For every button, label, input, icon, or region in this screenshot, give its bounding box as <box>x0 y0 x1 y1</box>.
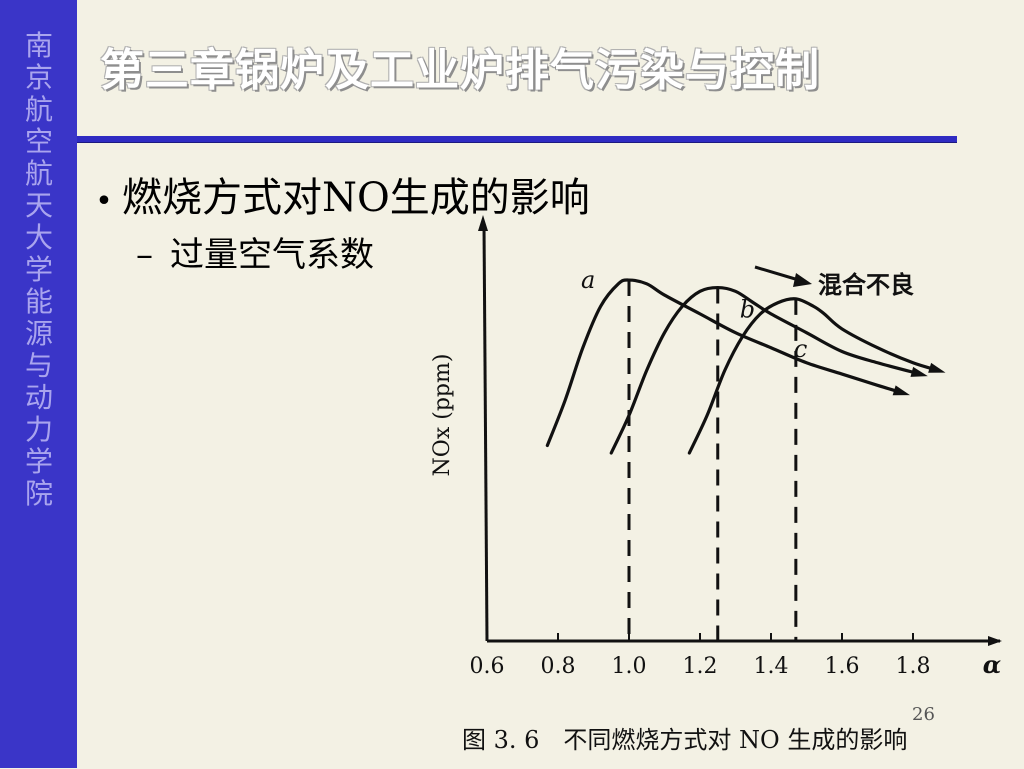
x-tick-label: 0.8 <box>541 654 576 679</box>
x-tick-label: 1.4 <box>754 654 789 679</box>
sidebar-institution-text: 南京航空航天大学能源与动力学院 <box>24 29 53 510</box>
x-tick-label: 1.8 <box>896 654 931 679</box>
y-axis-line <box>482 224 489 642</box>
nox-chart: 0.6 0.8 1.0 1.2 1.4 1.6 1.8 α NOx (ppm) a b c 混合不良 <box>420 205 1020 765</box>
bullet-item: • 燃烧方式对NO生成的影响 <box>86 165 590 223</box>
series-label-b: b <box>740 296 755 324</box>
series-line-b <box>609 285 922 455</box>
sub-bullet-dash: – <box>136 235 153 275</box>
series-line-a <box>545 278 904 448</box>
sub-bullet-text: 过量空气系数 <box>170 235 374 275</box>
annotation-arrow-line <box>754 265 803 283</box>
series-arrow-c <box>928 362 946 373</box>
figure-caption: 图 3. 6 不同燃烧方式对 NO 生成的影响 <box>462 726 908 754</box>
annotation-arrowhead <box>793 273 812 287</box>
y-axis-arrow <box>478 215 488 231</box>
page-number: 26 <box>912 704 935 725</box>
x-tick-label: 0.6 <box>470 654 505 679</box>
slide-title: 第三章锅炉及工业炉排气污染与控制 <box>100 45 820 96</box>
x-tick-label: 1.0 <box>612 654 647 679</box>
y-axis-label: NOx (ppm) <box>430 354 455 477</box>
series-label-c: c <box>794 335 807 363</box>
series-arrow-a <box>892 385 911 396</box>
annotation-text: 混合不良 <box>818 271 914 299</box>
sub-bullet-item: – 过量空气系数 <box>136 227 374 276</box>
sidebar: 南京航空航天大学能源与动力学院 <box>0 0 77 768</box>
bullet-dot: • <box>95 184 113 219</box>
series-line-c <box>687 297 940 455</box>
bullet-text: 燃烧方式对NO生成的影响 <box>122 175 590 221</box>
x-axis-arrow <box>988 636 1002 646</box>
x-tick-label: 1.6 <box>825 654 860 679</box>
x-axis-label: α <box>983 650 1001 679</box>
nox-chart-svg: 0.6 0.8 1.0 1.2 1.4 1.6 1.8 α NOx (ppm) a b c 混合不良 <box>430 215 1002 679</box>
x-tick-label: 1.2 <box>683 654 718 679</box>
series-arrow-b <box>910 366 928 377</box>
title-rule <box>77 136 957 142</box>
series-label-a: a <box>581 266 595 294</box>
